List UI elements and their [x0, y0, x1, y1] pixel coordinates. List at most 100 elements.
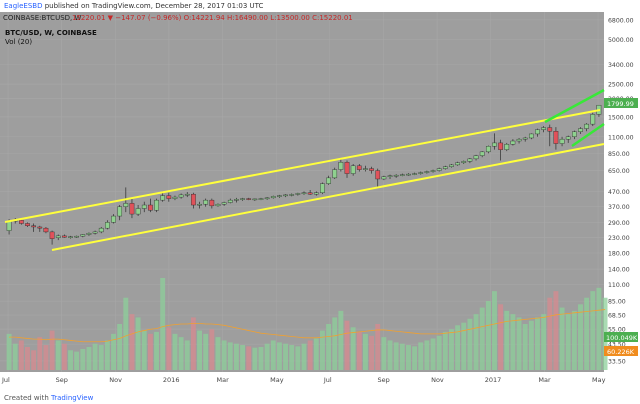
candle: [553, 127, 559, 150]
volume-bar: [578, 304, 583, 370]
candle: [510, 139, 516, 146]
price-tag-box: [604, 98, 638, 108]
volume-bar: [596, 287, 602, 370]
candle: [479, 151, 485, 158]
y-tick-label: 370.00: [608, 204, 630, 211]
candle: [535, 128, 540, 137]
volume-bar: [240, 345, 246, 370]
x-tick-label: Jul: [323, 376, 332, 384]
price-tag-label: 1799.99: [607, 100, 634, 108]
chart-container[interactable]: 6800.005000.003400.002500.002000.001500.…: [0, 12, 640, 392]
y-tick-label: 68.50: [608, 313, 626, 320]
volume-bar: [111, 333, 116, 370]
trend-lower-line[interactable]: [571, 122, 605, 148]
candle: [424, 170, 430, 174]
x-tick-label: 2017: [485, 376, 502, 384]
volume-bar: [479, 307, 485, 370]
candle-body: [492, 142, 497, 147]
candle: [320, 182, 325, 195]
volume-bar: [559, 307, 565, 370]
candle: [135, 205, 141, 217]
volume-bar: [455, 325, 461, 370]
channel-lower-line[interactable]: [51, 143, 605, 251]
candle: [197, 201, 202, 209]
volume-bar: [252, 347, 258, 370]
candle: [572, 130, 577, 140]
candle: [264, 197, 270, 200]
x-tick-label: Nov: [109, 376, 122, 384]
candle-body: [320, 183, 325, 193]
created-with-label: Created with: [4, 394, 49, 402]
tradingview-brand[interactable]: TradingView: [51, 394, 94, 402]
footer: Created with TradingView: [0, 392, 640, 404]
volume-bar: [424, 340, 430, 370]
candle-body: [467, 158, 473, 162]
x-tick-label: Jul: [1, 376, 10, 384]
x-tick-label: Sep: [56, 376, 68, 384]
channel-upper-line[interactable]: [4, 109, 601, 223]
volume-bar: [37, 337, 43, 370]
volume-bar: [86, 347, 92, 370]
y-tick-label: 55.00: [608, 327, 626, 334]
candle-body: [80, 234, 86, 237]
candle-body: [442, 166, 448, 169]
candle-body: [215, 203, 221, 207]
candle: [240, 197, 245, 201]
candle-body: [406, 173, 411, 176]
candle: [565, 135, 571, 143]
candle-body: [578, 128, 583, 132]
volume-tag-label: 100.049K: [606, 334, 638, 342]
y-tick-label: 6800.00: [608, 17, 634, 24]
volume-bar: [430, 338, 436, 370]
candle: [221, 201, 227, 206]
volume-bar: [516, 317, 522, 370]
candle-body: [436, 168, 442, 171]
candlestick-chart[interactable]: 6800.005000.003400.002500.002000.001500.…: [0, 12, 640, 392]
volume-bar: [528, 320, 534, 370]
candle: [141, 201, 147, 213]
candle-body: [148, 204, 153, 211]
candle-body: [240, 198, 245, 200]
volume-bar: [590, 291, 596, 370]
candle: [31, 223, 36, 232]
candle: [338, 158, 344, 172]
candle-body: [356, 165, 362, 170]
volume-bar: [264, 343, 270, 370]
candle: [68, 235, 73, 239]
candle-body: [25, 223, 30, 226]
volume-bar: [154, 331, 159, 370]
volume-bar: [498, 304, 504, 370]
candle: [184, 192, 190, 198]
candle-body: [252, 198, 258, 201]
candle: [301, 191, 307, 195]
candle-body: [326, 177, 331, 184]
candle-body: [191, 193, 196, 206]
volume-bar: [74, 351, 80, 370]
volume-bar: [209, 329, 215, 370]
symbol-line: COINBASE:BTCUSD, W: [3, 14, 81, 22]
candle-body: [393, 174, 399, 177]
y-tick-label: 33.50: [608, 358, 626, 365]
author-link[interactable]: EagleESBD: [4, 2, 43, 10]
candle: [473, 154, 479, 161]
volume-bar: [393, 342, 399, 370]
trend-upper-line[interactable]: [544, 88, 605, 124]
volume-bar: [338, 310, 344, 370]
candle: [80, 233, 86, 238]
y-tick-label: 2500.00: [608, 82, 634, 89]
candle: [166, 192, 172, 202]
volume-bar: [61, 343, 67, 370]
y-tick-label: 230.00: [608, 235, 630, 242]
candle: [178, 193, 184, 199]
candle-body: [123, 203, 129, 207]
candle: [461, 160, 467, 164]
candle-body: [295, 193, 301, 195]
publish-info: published on TradingView.com, December 2…: [44, 2, 264, 10]
volume-bar: [221, 340, 227, 370]
volume-bar: [436, 335, 442, 370]
x-tick-label: May: [270, 376, 284, 384]
volume-bar: [381, 337, 387, 370]
candle-body: [141, 204, 147, 209]
volume-bars: [6, 278, 608, 370]
volume-bar: [449, 329, 454, 370]
